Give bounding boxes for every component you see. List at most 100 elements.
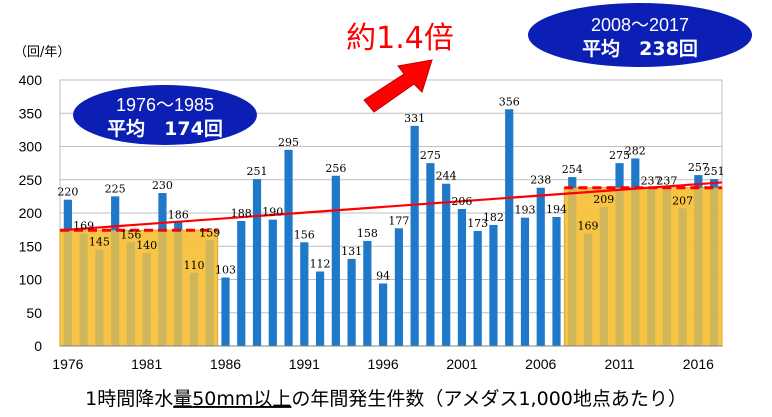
arrow-icon [363, 59, 433, 113]
data-label: 244 [436, 170, 457, 183]
data-label: 331 [404, 112, 425, 125]
y-tick-label: 300 [19, 139, 43, 155]
data-label: 194 [546, 203, 567, 216]
bar [410, 125, 419, 346]
bar [331, 175, 340, 346]
data-label: 256 [325, 162, 346, 175]
data-label: 103 [215, 264, 236, 277]
data-label: 237 [641, 174, 662, 187]
bar [442, 183, 451, 346]
bar [363, 240, 372, 346]
bar [268, 219, 277, 346]
data-label: 188 [231, 207, 252, 220]
data-label: 225 [105, 182, 126, 195]
period-years-label: 2008～2017 [591, 15, 689, 35]
y-tick-label: 200 [19, 205, 43, 221]
period-average-oval [73, 85, 257, 145]
bar [315, 271, 325, 346]
trend-line [59, 181, 723, 232]
data-label: 356 [499, 95, 520, 108]
bar [473, 230, 482, 346]
data-label: 156 [294, 228, 315, 241]
y-axis-unit: （回/年） [14, 45, 70, 60]
data-label: 110 [183, 259, 204, 272]
data-label: 282 [625, 144, 646, 157]
data-label: 186 [168, 208, 189, 221]
bar [347, 258, 356, 346]
x-tick-label: 1991 [289, 356, 320, 372]
data-label: 158 [357, 227, 378, 240]
bar [426, 163, 435, 346]
data-label: 254 [562, 163, 583, 176]
caption: 1時間降水量50mm以上の年間発生件数（アメダス1,000地点あたり） [85, 388, 687, 410]
x-tick-label: 2011 [604, 356, 634, 372]
y-tick-label: 50 [26, 305, 42, 321]
period-years-label: 1976～1985 [116, 95, 214, 115]
data-label: 169 [73, 220, 94, 233]
data-label: 190 [262, 206, 283, 219]
data-label: 182 [483, 211, 504, 224]
x-tick-label: 2006 [525, 356, 556, 372]
y-tick-label: 400 [19, 72, 43, 88]
data-label: 94 [376, 269, 390, 282]
data-label: 177 [388, 214, 409, 227]
period-average-label: 平均 238回 [582, 37, 698, 60]
data-label: 207 [672, 194, 693, 207]
period-average-oval [528, 3, 752, 67]
data-label: 275 [609, 149, 630, 162]
data-label: 238 [530, 174, 551, 187]
data-label: 230 [152, 179, 173, 192]
x-tick-label: 1986 [210, 356, 241, 372]
data-label: 295 [278, 136, 299, 149]
data-label: 145 [89, 236, 110, 249]
data-label: 173 [467, 217, 488, 230]
bar [536, 187, 545, 346]
data-label: 257 [688, 161, 709, 174]
data-label: 220 [57, 186, 78, 199]
x-tick-label: 1981 [131, 356, 162, 372]
bar [284, 149, 293, 346]
bar [252, 179, 262, 346]
data-label: 237 [656, 174, 677, 187]
y-tick-label: 0 [34, 338, 42, 354]
bar [394, 228, 403, 346]
bar [505, 109, 514, 346]
bar [457, 209, 467, 346]
data-label: 140 [136, 239, 157, 252]
data-labels: 2201691452251561402301861101591031882511… [57, 95, 724, 282]
period-average-overlay [60, 230, 218, 346]
data-label: 209 [593, 193, 614, 206]
bar [552, 216, 561, 346]
bar [300, 242, 309, 346]
period-average-label: 平均 174回 [107, 117, 223, 140]
data-label: 112 [310, 258, 331, 271]
bar [520, 217, 530, 346]
period-average-overlay [564, 187, 722, 346]
y-tick-label: 350 [19, 105, 43, 121]
data-label: 156 [120, 228, 141, 241]
y-tick-label: 150 [19, 238, 43, 254]
bar [379, 283, 388, 346]
y-tick-label: 250 [19, 172, 43, 188]
bar [489, 224, 498, 346]
bar [237, 220, 246, 346]
data-label: 206 [451, 195, 472, 208]
x-tick-label: 1976 [52, 356, 83, 372]
x-tick-label: 2001 [446, 356, 477, 372]
bar [221, 277, 230, 346]
y-tick-label: 100 [19, 272, 43, 288]
data-label: 251 [247, 165, 268, 178]
data-label: 251 [704, 165, 725, 178]
axes: 0 50 100 150 200 250 300 350 400 1976 1981 1986 1991… [19, 72, 722, 372]
x-tick-label: 1996 [368, 356, 399, 372]
x-tick-label: 2016 [683, 356, 714, 372]
ratio-annotation: 約1.4倍 [346, 21, 454, 56]
data-label: 193 [514, 204, 535, 217]
data-label: 275 [420, 149, 441, 162]
data-label: 131 [341, 245, 362, 258]
data-label: 159 [199, 226, 220, 239]
data-label: 169 [578, 220, 599, 233]
average-lines [59, 181, 723, 346]
